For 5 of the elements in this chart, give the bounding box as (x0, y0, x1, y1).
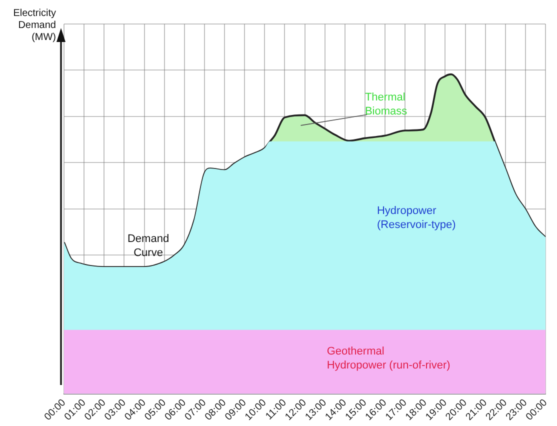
annotation: Demand Curve (127, 233, 170, 259)
series-label: Hydropower (Reservoir-type) (376, 205, 456, 232)
series-label: Thermal Biomass (364, 92, 408, 118)
y-axis-title: Electricity Demand (MW) (13, 8, 56, 43)
series-label: Geothermal Hydropower (run-of-river) (326, 346, 450, 372)
